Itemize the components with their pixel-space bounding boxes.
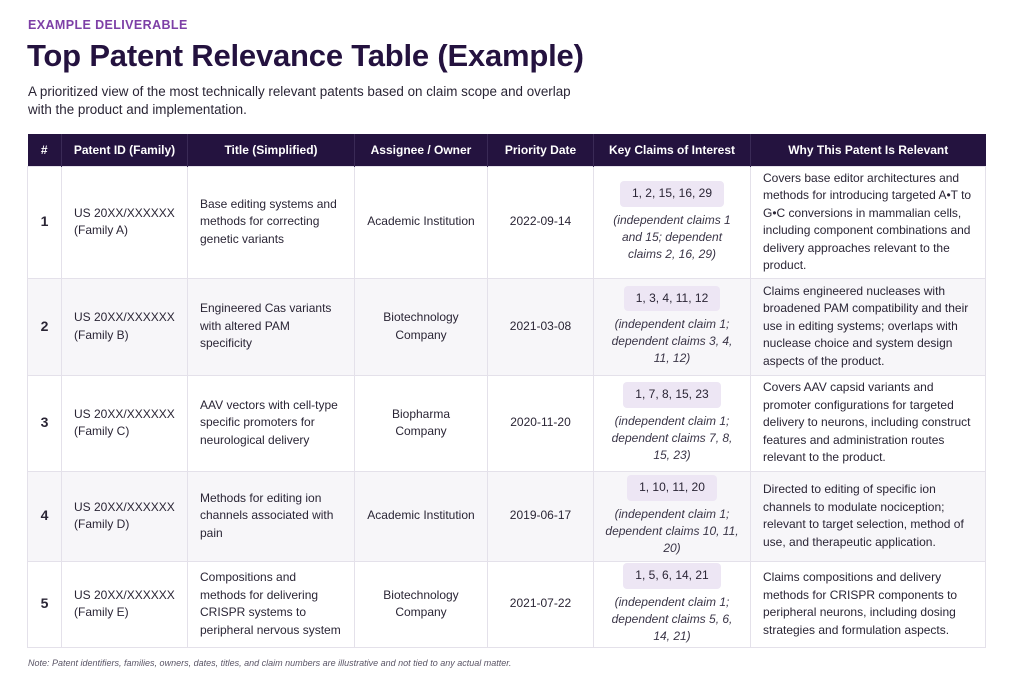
column-header-key-claims: Key Claims of Interest [593, 134, 751, 166]
key-claims-cell: 1, 5, 6, 14, 21 (independent claim 1; dep… [593, 560, 751, 648]
patent-id-cell: US 20XX/XXXXXX (Family A) [61, 165, 188, 279]
claims-note: (independent claim 1; dependent claims 7… [611, 413, 733, 462]
table-header-row: # Patent ID (Family) Title (Simplified) … [27, 134, 986, 166]
assignee: Biotechnology Company [354, 277, 488, 376]
claims-note: (independent claim 1; dependent claims 3… [611, 317, 733, 366]
column-header-number: # [27, 134, 62, 166]
table-row: 1 US 20XX/XXXXXX (Family A) Base editing … [27, 165, 986, 279]
patent-id: US 20XX/XXXXXX [74, 499, 175, 514]
claims-note: (independent claims 1 and 15; dependent … [613, 212, 731, 261]
priority-date: 2021-07-22 [487, 560, 594, 648]
priority-date: 2021-03-08 [487, 277, 594, 376]
patent-title: Base editing systems and methods for cor… [187, 165, 355, 279]
patent-relevance-table: # Patent ID (Family) Title (Simplified) … [27, 134, 986, 648]
column-header-priority-date: Priority Date [487, 134, 594, 166]
table-row: 3 US 20XX/XXXXXX (Family C) AAV vectors w… [27, 374, 986, 472]
claims-badge: 1, 5, 6, 14, 21 [623, 563, 721, 589]
row-number: 5 [27, 560, 62, 648]
claims-badge: 1, 10, 11, 20 [627, 475, 717, 501]
table-row: 5 US 20XX/XXXXXX (Family E) Compositions … [27, 560, 986, 648]
table-row: 4 US 20XX/XXXXXX (Family D) Methods for e… [27, 470, 986, 562]
patent-id-cell: US 20XX/XXXXXX (Family C) [61, 374, 188, 472]
eyebrow-label: EXAMPLE DELIVERABLE [28, 18, 188, 32]
assignee: Academic Institution [354, 165, 488, 279]
patent-title: Engineered Cas variants with altered PAM… [187, 277, 355, 376]
patent-id: US 20XX/XXXXXX [74, 205, 175, 220]
patent-id-cell: US 20XX/XXXXXX (Family D) [61, 470, 188, 562]
patent-id: US 20XX/XXXXXX [74, 310, 175, 324]
priority-date: 2019-06-17 [487, 470, 594, 562]
table-row: 2 US 20XX/XXXXXX (Family B) Engineered Ca… [27, 277, 986, 376]
key-claims-cell: 1, 3, 4, 11, 12 (independent claim 1; dep… [593, 277, 751, 376]
column-header-assignee: Assignee / Owner [354, 134, 488, 166]
claims-badge: 1, 2, 15, 16, 29 [619, 181, 725, 207]
claims-note: (independent claim 1; dependent claims 5… [611, 594, 733, 643]
column-header-relevance: Why This Patent Is Relevant [750, 134, 986, 166]
patent-id-cell: US 20XX/XXXXXX (Family B) [61, 277, 188, 376]
patent-family: (Family D) [74, 517, 130, 531]
relevance-text: Covers base editor architectures and met… [750, 165, 986, 279]
key-claims-cell: 1, 2, 15, 16, 29 (independent claims 1 an… [593, 165, 751, 279]
claims-note: (independent claim 1; dependent claims 1… [605, 506, 739, 555]
footnote: Note: Patent identifiers, families, owne… [28, 658, 512, 668]
patent-title: Compositions and methods for delivering … [187, 560, 355, 648]
row-number: 1 [27, 165, 62, 279]
assignee: Biotechnology Company [354, 560, 488, 648]
relevance-text: Claims engineered nucleases with broaden… [750, 277, 986, 376]
claims-badge: 1, 7, 8, 15, 23 [623, 382, 721, 408]
patent-family: (Family A) [74, 223, 128, 237]
patent-family: (Family B) [74, 327, 129, 342]
relevance-text: Claims compositions and delivery methods… [750, 560, 986, 648]
row-number: 4 [27, 470, 62, 562]
relevance-text: Covers AAV capsid variants and promoter … [750, 374, 986, 472]
key-claims-cell: 1, 10, 11, 20 (independent claim 1; depen… [593, 470, 751, 562]
patent-family: (Family E) [74, 605, 129, 619]
relevance-text: Directed to editing of specific ion chan… [750, 470, 986, 562]
patent-title: AAV vectors with cell-type specific prom… [187, 374, 355, 472]
assignee: Academic Institution [354, 470, 488, 562]
page-title: Top Patent Relevance Table (Example) [27, 38, 584, 73]
assignee: Biopharma Company [354, 374, 488, 472]
row-number: 2 [27, 277, 62, 376]
row-number: 3 [27, 374, 62, 472]
priority-date: 2020-11-20 [487, 374, 594, 472]
key-claims-cell: 1, 7, 8, 15, 23 (independent claim 1; dep… [593, 374, 751, 472]
patent-id: US 20XX/XXXXXX [74, 406, 175, 421]
column-header-title: Title (Simplified) [187, 134, 355, 166]
column-header-patent-id: Patent ID (Family) [61, 134, 188, 166]
patent-family: (Family C) [74, 424, 130, 438]
patent-id-cell: US 20XX/XXXXXX (Family E) [61, 560, 188, 648]
priority-date: 2022-09-14 [487, 165, 594, 279]
patent-id: US 20XX/XXXXXX [74, 587, 175, 602]
page-subtitle: A prioritized view of the most technical… [28, 84, 571, 117]
claims-badge: 1, 3, 4, 11, 12 [623, 285, 721, 312]
patent-title: Methods for editing ion channels associa… [187, 470, 355, 562]
